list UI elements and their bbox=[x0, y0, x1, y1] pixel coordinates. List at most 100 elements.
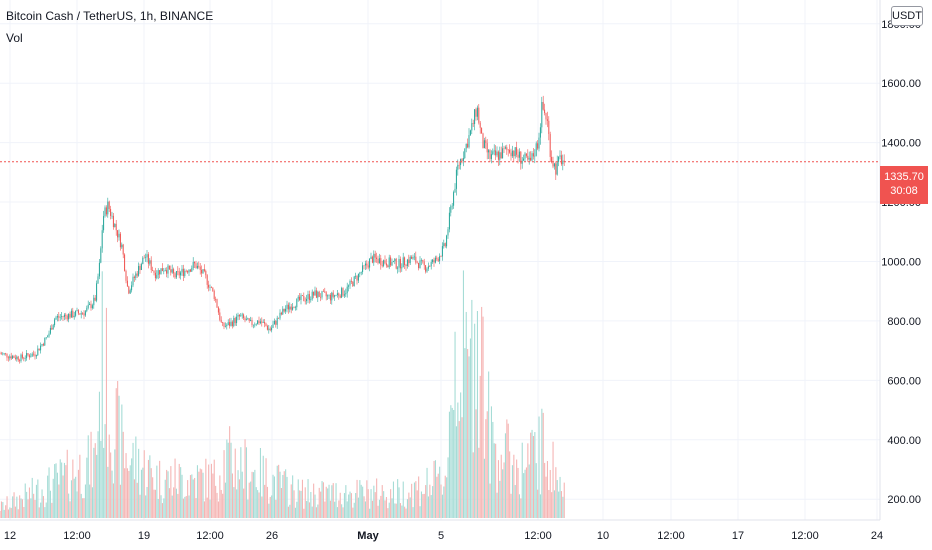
volume-bar bbox=[182, 498, 184, 518]
candle-body bbox=[245, 319, 247, 321]
volume-bar bbox=[436, 476, 438, 518]
candle-body bbox=[138, 265, 140, 276]
time-tick-label: 12:00 bbox=[791, 530, 819, 542]
candle-body bbox=[129, 290, 131, 294]
candle-body bbox=[266, 326, 268, 330]
volume-bar bbox=[264, 484, 266, 518]
volume-bar bbox=[52, 478, 54, 518]
volume-bar bbox=[265, 458, 267, 518]
candle-body bbox=[229, 322, 231, 326]
candle-body bbox=[287, 304, 289, 310]
volume-bar bbox=[164, 479, 166, 518]
volume-bar bbox=[418, 476, 420, 518]
candle-body bbox=[168, 265, 170, 270]
volume-bar bbox=[203, 501, 205, 518]
volume-bar bbox=[314, 494, 316, 518]
volume-bar bbox=[391, 498, 393, 518]
volume-bar bbox=[259, 448, 261, 518]
candle-body bbox=[105, 207, 107, 215]
volume-bar bbox=[226, 439, 228, 518]
volume-bar bbox=[236, 489, 238, 518]
currency-button[interactable]: USDT bbox=[891, 6, 923, 26]
candle-body bbox=[14, 357, 16, 359]
candle-body bbox=[406, 259, 408, 266]
volume-bar bbox=[55, 463, 57, 518]
volume-bar bbox=[335, 483, 337, 518]
volume-bar bbox=[261, 496, 263, 518]
candle-body bbox=[192, 262, 194, 269]
volume-bar bbox=[58, 484, 60, 518]
volume-bar bbox=[307, 479, 309, 518]
candle-body bbox=[297, 296, 299, 299]
volume-bar bbox=[20, 498, 22, 518]
candle-body bbox=[329, 294, 331, 301]
volume-bar bbox=[495, 443, 497, 518]
candle-body bbox=[0, 353, 1, 355]
candle-body bbox=[195, 263, 197, 269]
candle-body bbox=[2, 353, 4, 355]
candle-body bbox=[409, 256, 411, 264]
candle-body bbox=[202, 269, 204, 274]
candle-body bbox=[447, 229, 449, 236]
volume-bar bbox=[118, 395, 120, 518]
candle-body bbox=[135, 273, 137, 278]
volume-bar bbox=[12, 496, 14, 518]
candle-body bbox=[534, 155, 536, 157]
candle-body bbox=[432, 259, 434, 263]
volume-bar bbox=[75, 476, 77, 518]
candle-body bbox=[70, 310, 72, 318]
volume-bar bbox=[5, 505, 7, 518]
volume-bar bbox=[208, 464, 210, 518]
candle-body bbox=[16, 356, 18, 359]
time-tick-label: 26 bbox=[266, 530, 278, 542]
candle-body bbox=[299, 296, 301, 301]
candle-body bbox=[268, 328, 270, 330]
candle-body bbox=[199, 266, 201, 270]
candle-body bbox=[366, 263, 368, 266]
volume-bar bbox=[14, 506, 16, 518]
candle-body bbox=[107, 201, 109, 215]
time-axis[interactable]: 12 12:00 19 12:00 26 May 5 12:00 10 12:00 17 12:00 2… bbox=[4, 530, 883, 542]
volume-bar bbox=[48, 467, 50, 518]
volume-bar bbox=[527, 443, 529, 518]
volume-bar bbox=[549, 469, 551, 518]
candle-body bbox=[31, 353, 33, 357]
volume-bar bbox=[433, 460, 435, 518]
volume-bar bbox=[198, 471, 200, 518]
volume-bar bbox=[398, 487, 400, 518]
volume-bar bbox=[408, 492, 410, 518]
volume-bar bbox=[135, 436, 137, 518]
candle-body bbox=[243, 314, 245, 319]
candle-body bbox=[146, 254, 148, 258]
candle-body bbox=[189, 269, 191, 272]
volume-bar bbox=[450, 405, 452, 518]
candle-body bbox=[212, 287, 214, 291]
candle-body bbox=[159, 270, 161, 275]
candle-body bbox=[457, 164, 459, 170]
candle-body bbox=[308, 294, 310, 301]
candle-body bbox=[126, 280, 128, 287]
price-axis[interactable]: 200.00400.00600.00800.001000.001200.0014… bbox=[881, 19, 921, 506]
candle-body bbox=[520, 151, 522, 164]
candle-body bbox=[332, 292, 334, 297]
candle-body bbox=[513, 150, 515, 157]
time-tick-label: 12:00 bbox=[63, 530, 91, 542]
candle-body bbox=[450, 206, 452, 213]
volume-bar bbox=[219, 475, 221, 518]
candle-body bbox=[381, 265, 383, 266]
volume-bar bbox=[238, 479, 240, 518]
volume-bar bbox=[324, 501, 326, 518]
volume-bar bbox=[338, 500, 340, 518]
candle-body bbox=[203, 269, 205, 271]
candle-body bbox=[443, 243, 445, 247]
volume-bar bbox=[380, 495, 382, 518]
candle-body bbox=[359, 272, 361, 274]
candle-body bbox=[6, 353, 8, 358]
volume-bar bbox=[56, 472, 58, 518]
candle-body bbox=[164, 270, 166, 271]
candle-body bbox=[10, 356, 12, 359]
candle-body bbox=[483, 140, 485, 149]
volume-indicator-label[interactable]: Vol bbox=[6, 31, 23, 45]
candle-body bbox=[507, 149, 509, 151]
